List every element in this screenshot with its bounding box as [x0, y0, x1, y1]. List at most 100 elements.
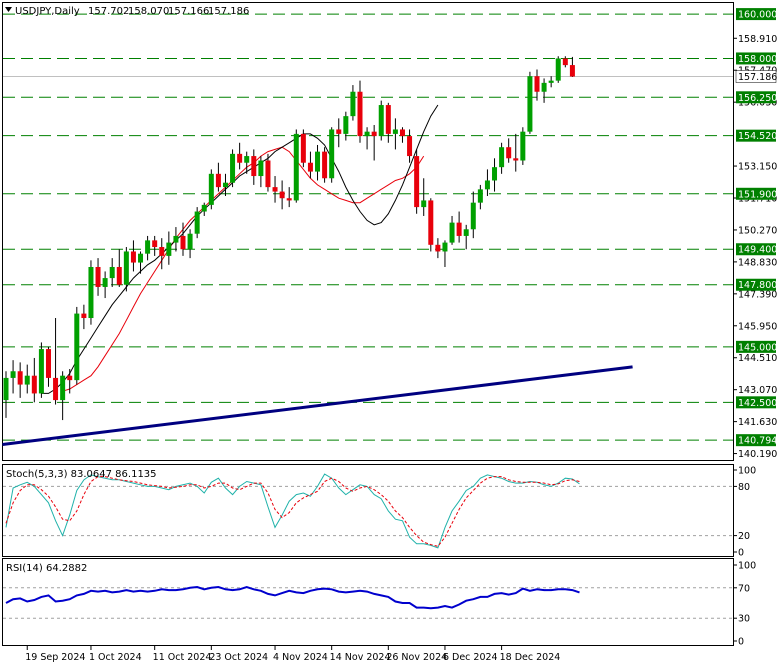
candle: [272, 176, 278, 203]
oscillator-tick-label: 20: [738, 531, 750, 542]
date-tick-label: 19 Sep 2024: [25, 652, 85, 663]
candle: [569, 56, 575, 77]
candle-body-down: [414, 156, 420, 208]
level-label-box: [736, 396, 776, 409]
candle: [562, 56, 568, 68]
candle-body-up: [60, 375, 66, 401]
candle: [159, 238, 165, 270]
candle-body-up: [463, 229, 469, 236]
candle-body-down: [45, 349, 51, 378]
stochastic-levels: [3, 485, 733, 537]
candle: [541, 78, 547, 103]
rsi-levels: [3, 587, 733, 619]
price-tick-label: 148.830: [738, 257, 777, 268]
candle-body-down: [336, 129, 342, 134]
candle: [60, 371, 66, 421]
candle: [102, 271, 108, 299]
candle-body-up: [258, 160, 264, 177]
candle-body-down: [428, 200, 434, 245]
candle: [45, 346, 51, 387]
candle-body-down: [130, 251, 136, 263]
candle: [520, 127, 526, 165]
level-label: 156.250: [738, 93, 777, 104]
trendline-layer: [2, 365, 633, 446]
candle: [145, 235, 151, 261]
stochastic-panel: 100 80 20 0 Stoch(5,3,3) 83.0647 86.1135: [2, 464, 756, 559]
level-label: 145.000: [738, 342, 777, 353]
dropdown-triangle-icon[interactable]: [5, 7, 12, 12]
candle: [258, 156, 264, 188]
candle: [399, 127, 405, 143]
level-label: 149.400: [738, 245, 777, 256]
candle: [237, 142, 243, 170]
date-tick-label: 6 Dec 2024: [443, 652, 498, 663]
candle-body-down: [407, 136, 413, 157]
candle: [17, 362, 23, 398]
candle: [506, 138, 512, 163]
price-panel-frame: [2, 2, 734, 461]
ohlc-close: 157.186: [208, 6, 249, 17]
oscillator-tick-label: 0: [738, 548, 744, 559]
price-tick-label: 141.630: [738, 417, 777, 428]
candle-body-up: [449, 222, 455, 243]
candle-body-up: [138, 253, 144, 263]
candle-body-up: [499, 147, 505, 168]
candles: [3, 56, 575, 421]
date-tick-label: 23 Oct 2024: [209, 652, 268, 663]
candle: [265, 153, 271, 192]
moving-average-red: [62, 146, 425, 392]
candle-body-down: [385, 105, 391, 134]
level-label: 160.000: [738, 10, 777, 21]
candle-body-down: [67, 375, 73, 381]
price-tick-label: 153.150: [738, 162, 777, 173]
candle: [378, 100, 384, 141]
candle-body-down: [279, 191, 285, 199]
candle: [414, 149, 420, 214]
candle: [456, 211, 462, 243]
candle-body-down: [53, 377, 59, 401]
candle: [180, 222, 186, 256]
candle: [123, 247, 129, 292]
candle-body-up: [230, 153, 236, 183]
date-tick-label: 4 Nov 2024: [273, 652, 328, 663]
date-tick-label: 18 Dec 2024: [500, 652, 561, 663]
candle-body-up: [470, 202, 476, 230]
candle-body-down: [17, 371, 23, 385]
candle: [194, 207, 200, 239]
candle-body-down: [399, 129, 405, 137]
price-tick-label: 150.270: [738, 225, 777, 236]
candle-body-down: [251, 156, 257, 177]
candle-body-down: [152, 240, 158, 248]
candle-body-up: [38, 349, 44, 394]
level-label: 154.520: [738, 131, 777, 142]
rsi-panel: 100 70 30 0 RSI(14) 64.2882: [2, 558, 756, 648]
candle-body-up: [102, 278, 108, 287]
candle-body-up: [74, 313, 80, 381]
candle: [222, 173, 228, 197]
candle-body-down: [513, 158, 519, 161]
candle-body-up: [123, 251, 129, 285]
candle-body-down: [215, 173, 221, 188]
candle: [428, 198, 434, 252]
candle-body-down: [307, 162, 313, 172]
candle-body-down: [435, 244, 441, 252]
candle-body-up: [364, 131, 370, 137]
candle: [449, 215, 455, 245]
candle-body-down: [562, 58, 568, 66]
oscillator-tick-label: 70: [738, 583, 750, 594]
candle: [138, 251, 144, 274]
candle-body-up: [109, 266, 115, 279]
candle: [187, 229, 193, 259]
rsi-line: [5, 585, 580, 610]
candle: [555, 56, 561, 83]
candle-body-up: [520, 131, 526, 161]
candle: [548, 76, 554, 88]
candle: [336, 118, 342, 148]
candle: [470, 191, 476, 239]
current-price-label: 157.186: [738, 72, 777, 83]
rsi-panel-frame: [2, 558, 734, 646]
date-tick-label: 11 Oct 2024: [153, 652, 212, 663]
candle-body-up: [173, 235, 179, 243]
candle: [116, 249, 122, 287]
